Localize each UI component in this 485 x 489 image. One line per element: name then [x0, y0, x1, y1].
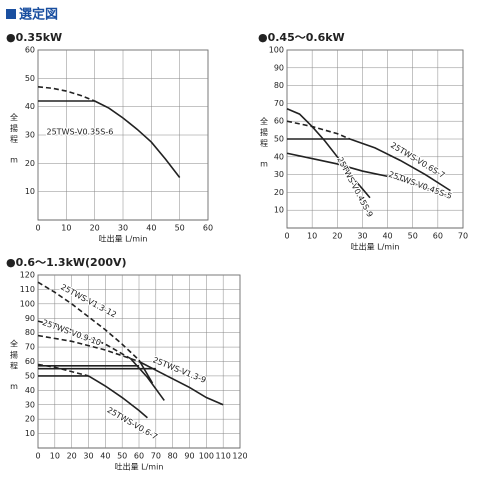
x-tick-label: 40 — [100, 452, 110, 461]
y-axis-unit: m — [10, 156, 18, 165]
y-tick-label: 20 — [25, 415, 35, 424]
y-tick-label: 30 — [25, 131, 35, 140]
curve — [349, 138, 451, 192]
y-tick-label: 60 — [25, 357, 35, 366]
x-tick-label: 30 — [357, 232, 367, 241]
curve — [286, 152, 451, 199]
x-tick-label: 50 — [175, 224, 185, 233]
x-tick-label: 50 — [408, 232, 418, 241]
y-tick-label: 100 — [20, 299, 35, 308]
x-tick-label: 30 — [118, 224, 128, 233]
curve — [37, 86, 95, 102]
x-tick-label: 70 — [458, 232, 468, 241]
y-tick-label: 20 — [274, 188, 284, 197]
x-tick-label: 30 — [83, 452, 93, 461]
x-tick-label: 20 — [90, 224, 100, 233]
x-tick-label: 0 — [35, 224, 40, 233]
x-axis-label: 吐出量 L/min — [351, 242, 400, 252]
curve — [37, 334, 140, 363]
x-tick-label: 20 — [332, 232, 342, 241]
curve — [286, 120, 351, 140]
y-tick-label: 80 — [274, 81, 284, 90]
curve-label: 25TWS-V0.35S-6 — [47, 128, 114, 137]
curve — [138, 359, 154, 384]
y-tick-label: 10 — [25, 429, 35, 438]
x-tick-label: 10 — [50, 452, 60, 461]
x-axis-label: 吐出量 L/min — [99, 234, 148, 244]
x-tick-label: 60 — [203, 224, 213, 233]
curve — [286, 108, 371, 199]
curve-label: 25TWS-V0.6-7 — [105, 405, 159, 441]
x-tick-label: 0 — [35, 452, 40, 461]
y-axis-label: 全揚程 — [10, 339, 19, 373]
y-tick-label: 30 — [274, 170, 284, 179]
y-axis-label: 全揚程 — [260, 116, 269, 150]
x-tick-label: 120 — [232, 452, 247, 461]
y-tick-label: 30 — [25, 400, 35, 409]
x-tick-label: 50 — [117, 452, 127, 461]
x-tick-label: 40 — [382, 232, 392, 241]
chart-title: ●0.6～1.3kW(200V) — [6, 256, 127, 269]
x-tick-label: 80 — [168, 452, 178, 461]
curve — [37, 281, 140, 361]
x-axis-label: 吐出量 L/min — [115, 462, 164, 472]
y-tick-label: 70 — [274, 99, 284, 108]
curve-label: 25TWS-V0.45S-9 — [335, 155, 374, 218]
y-tick-label: 40 — [25, 386, 35, 395]
x-tick-label: 110 — [216, 452, 231, 461]
y-tick-label: 120 — [20, 271, 35, 280]
x-tick-label: 100 — [199, 452, 214, 461]
y-tick-label: 70 — [25, 343, 35, 352]
header-icon — [6, 9, 16, 19]
y-tick-label: 40 — [274, 152, 284, 161]
y-tick-label: 110 — [20, 285, 35, 294]
curve — [94, 100, 181, 178]
y-tick-label: 40 — [25, 102, 35, 111]
x-tick-label: 70 — [151, 452, 161, 461]
y-tick-label: 50 — [25, 74, 35, 83]
y-tick-label: 60 — [274, 117, 284, 126]
x-tick-label: 60 — [134, 452, 144, 461]
curve — [88, 375, 148, 419]
chart-title: ●0.35kW — [6, 31, 62, 44]
x-tick-label: 0 — [284, 232, 289, 241]
x-tick-label: 20 — [67, 452, 77, 461]
curve — [129, 358, 165, 401]
y-tick-label: 50 — [274, 135, 284, 144]
x-tick-label: 90 — [184, 452, 194, 461]
x-tick-label: 10 — [307, 232, 317, 241]
x-tick-label: 60 — [433, 232, 443, 241]
curve-label: 25TWS-V1.3-9 — [151, 355, 207, 385]
header-title: 選定図 — [19, 7, 58, 23]
y-tick-label: 90 — [274, 63, 284, 72]
y-tick-label: 80 — [25, 328, 35, 337]
curve — [37, 320, 131, 360]
y-tick-label: 90 — [25, 314, 35, 323]
chart-title: ●0.45～0.6kW — [258, 31, 345, 44]
x-tick-label: 10 — [61, 224, 71, 233]
y-tick-label: 20 — [25, 159, 35, 168]
x-tick-label: 40 — [146, 224, 156, 233]
y-axis-unit: m — [10, 382, 18, 391]
y-tick-label: 60 — [25, 46, 35, 55]
y-tick-label: 50 — [25, 371, 35, 380]
y-axis-unit: m — [260, 160, 268, 169]
y-tick-label: 10 — [274, 206, 284, 215]
y-tick-label: 10 — [25, 187, 35, 196]
y-tick-label: 100 — [269, 46, 284, 55]
y-axis-label: 全揚程 — [10, 112, 19, 146]
